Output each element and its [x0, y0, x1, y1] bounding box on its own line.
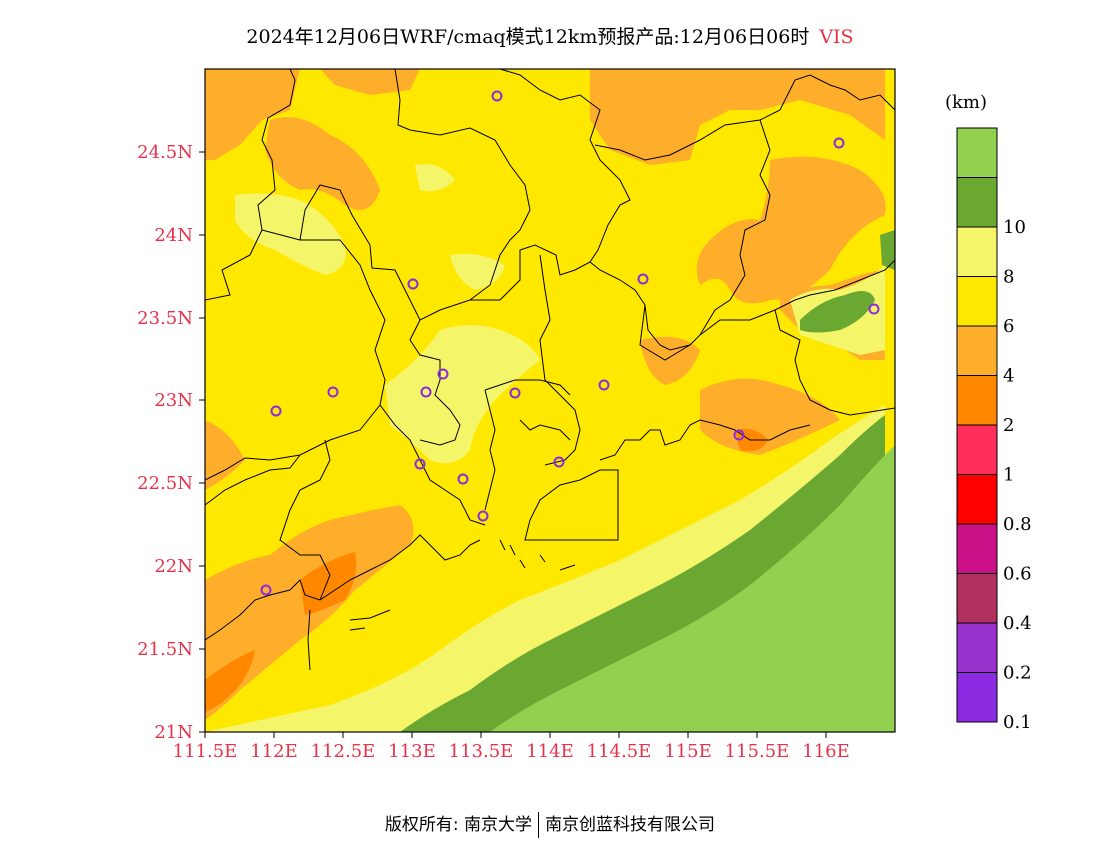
- colorbar-cell: [956, 325, 998, 376]
- station-marker: [553, 456, 565, 468]
- colorbar-label: 0.2: [1003, 663, 1032, 684]
- lon-axis: 111.5E 112E 112.5E 113E 113.5E 114E 114.…: [173, 732, 850, 762]
- colorbar-label: 8: [1003, 267, 1014, 288]
- station-markers: [260, 90, 880, 596]
- lon-tick-label: 114E: [526, 741, 574, 762]
- lon-tick-label: 114.5E: [587, 741, 652, 762]
- footer-left: 版权所有: 南京大学: [384, 815, 533, 835]
- colorbar-label: 1: [1003, 465, 1014, 486]
- copyright-footer: 版权所有: 南京大学 南京创蓝科技有限公司: [0, 810, 1100, 838]
- station-marker: [420, 386, 432, 398]
- station-marker: [477, 510, 489, 522]
- station-marker: [414, 458, 426, 470]
- colorbar-cell: [956, 424, 998, 475]
- lat-tick-label: 21N: [154, 722, 193, 743]
- station-marker: [868, 303, 880, 315]
- colorbar-cell: [956, 177, 998, 228]
- visibility-field: [205, 69, 895, 732]
- colorbar-label: 10: [1003, 217, 1026, 238]
- colorbar-cell: [956, 573, 998, 624]
- station-marker: [407, 278, 419, 290]
- station-marker: [509, 387, 521, 399]
- boundary-lines: [205, 69, 895, 671]
- lon-tick-label: 115E: [664, 741, 712, 762]
- title-variable: VIS: [819, 26, 854, 48]
- colorbar-label: 6: [1003, 316, 1014, 337]
- station-marker: [733, 429, 745, 441]
- lat-tick-label: 22N: [154, 556, 193, 577]
- colorbar-cell: [956, 226, 998, 277]
- footer-separator: [538, 812, 540, 838]
- colorbar-label: 0.6: [1003, 564, 1032, 585]
- lat-tick-label: 24.5N: [137, 142, 193, 163]
- station-marker: [598, 379, 610, 391]
- station-marker: [437, 368, 449, 380]
- map-title: 2024年12月06日WRF/cmaq模式12km预报产品:12月06日06时 V…: [0, 22, 1100, 49]
- lat-tick-label: 23.5N: [137, 308, 193, 329]
- colorbar-cell: [956, 127, 998, 178]
- colorbar-cell: [956, 622, 998, 673]
- lat-tick-label: 21.5N: [137, 639, 193, 660]
- station-marker: [260, 584, 272, 596]
- lon-tick-label: 115.5E: [725, 741, 790, 762]
- lon-tick-label: 113E: [388, 741, 436, 762]
- station-marker: [833, 137, 845, 149]
- station-marker: [327, 386, 339, 398]
- station-marker: [457, 473, 469, 485]
- lon-tick-label: 111.5E: [173, 741, 238, 762]
- title-text: 2024年12月06日WRF/cmaq模式12km预报产品:12月06日06时: [246, 26, 810, 48]
- station-marker: [270, 405, 282, 417]
- station-marker: [637, 273, 649, 285]
- colorbar-label: 0.8: [1003, 514, 1032, 535]
- colorbar: (km) 10 8 6 4 2 1 0.8 0.6 0.4 0.2 0.1: [945, 92, 1032, 733]
- lat-tick-label: 24N: [154, 225, 193, 246]
- lon-tick-label: 112.5E: [311, 741, 376, 762]
- colorbar-cell: [956, 375, 998, 426]
- colorbar-unit: (km): [945, 92, 987, 113]
- colorbar-label: 0.4: [1003, 613, 1032, 634]
- footer-right: 南京创蓝科技有限公司: [545, 815, 716, 835]
- lat-tick-label: 22.5N: [137, 473, 193, 494]
- lon-tick-label: 113.5E: [449, 741, 514, 762]
- lat-axis: 24.5N 24N 23.5N 23N 22.5N 22N 21.5N 21N: [137, 142, 205, 743]
- lon-tick-label: 116E: [802, 741, 850, 762]
- station-marker: [491, 90, 503, 102]
- colorbar-cell: [956, 672, 998, 723]
- colorbar-label: 0.1: [1003, 712, 1032, 733]
- colorbar-label: 2: [1003, 415, 1014, 436]
- colorbar-cell: [956, 474, 998, 525]
- colorbar-cell: [956, 276, 998, 327]
- colorbar-cell: [956, 523, 998, 574]
- colorbar-label: 4: [1003, 366, 1014, 387]
- lon-tick-label: 112E: [250, 741, 298, 762]
- lat-tick-label: 23N: [154, 390, 193, 411]
